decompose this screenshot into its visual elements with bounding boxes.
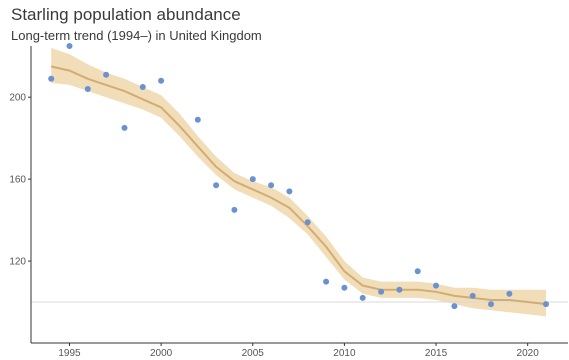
data-point bbox=[304, 219, 311, 226]
data-point bbox=[359, 294, 366, 301]
data-point bbox=[84, 86, 91, 92]
data-point bbox=[231, 206, 238, 213]
data-point bbox=[158, 77, 165, 84]
x-tick-label: 2000 bbox=[150, 348, 173, 359]
data-point bbox=[469, 292, 476, 299]
data-point bbox=[506, 290, 513, 297]
x-tick-label: 1995 bbox=[58, 348, 81, 359]
data-point bbox=[249, 176, 256, 183]
data-point bbox=[48, 75, 55, 82]
data-point bbox=[213, 182, 220, 189]
data-point bbox=[103, 71, 110, 78]
x-tick-label: 2015 bbox=[425, 348, 448, 359]
x-tick-label: 2020 bbox=[517, 348, 540, 359]
x-tick-label: 2005 bbox=[242, 348, 265, 359]
data-point bbox=[488, 301, 494, 308]
y-tick-label: 120 bbox=[9, 257, 26, 268]
data-point bbox=[396, 286, 403, 293]
data-point bbox=[341, 284, 348, 291]
chart-subtitle: Long-term trend (1994–) in United Kingdo… bbox=[11, 28, 262, 43]
confidence-band bbox=[51, 48, 546, 317]
chart-title: Starling population abundance bbox=[11, 5, 241, 24]
data-point bbox=[286, 188, 293, 195]
y-tick-label: 200 bbox=[9, 93, 26, 104]
data-point bbox=[414, 268, 421, 275]
data-point bbox=[66, 43, 73, 49]
data-point bbox=[451, 303, 458, 310]
trend-line bbox=[50, 65, 547, 306]
data-point bbox=[543, 301, 549, 308]
data-point bbox=[139, 84, 146, 90]
x-tick-label: 2010 bbox=[333, 348, 356, 359]
y-tick-label: 160 bbox=[9, 175, 26, 186]
data-point bbox=[323, 278, 330, 285]
data-point bbox=[378, 288, 385, 295]
data-point bbox=[268, 182, 275, 189]
data-point bbox=[433, 282, 439, 289]
data-point bbox=[194, 116, 201, 123]
data-point bbox=[121, 124, 128, 131]
